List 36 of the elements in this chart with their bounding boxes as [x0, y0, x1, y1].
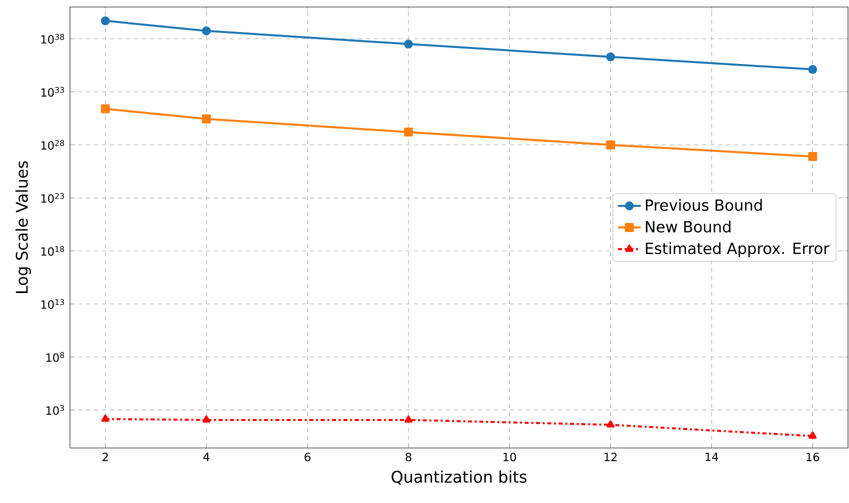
point — [606, 52, 616, 62]
y-tick-label: 10$^{18}$ — [41, 246, 64, 256]
y-tick-label: 10$^{28}$ — [41, 140, 64, 150]
point — [100, 16, 110, 26]
legend-label: Estimated Approx. Error — [646, 242, 830, 258]
x-tick-label: 16 — [806, 452, 820, 462]
y-tick-label: 10$^{33}$ — [41, 86, 64, 97]
point — [606, 140, 616, 150]
y-tick-label: 10$^{13}$ — [41, 299, 64, 309]
point — [404, 415, 412, 423]
x-tick-label: 12 — [604, 452, 617, 462]
x-tick-label: 14 — [706, 452, 718, 461]
legend-label: Previous Bound — [646, 199, 762, 211]
x-tick-label: 4 — [203, 452, 210, 461]
x-tick-label: 6 — [304, 452, 310, 462]
point — [202, 26, 211, 36]
point — [606, 420, 615, 428]
point — [808, 152, 818, 161]
y-tick-label: 10$^{8}$ — [46, 352, 64, 362]
x-tick-label: 8 — [406, 452, 412, 462]
x-tick-label: 10 — [504, 452, 516, 462]
point — [101, 414, 110, 422]
x-axis-title: Quantization bits — [392, 470, 527, 485]
point — [404, 40, 413, 49]
legend-label: New Bound — [646, 220, 730, 233]
point — [808, 64, 818, 74]
y-axis-title: Log Scale Values — [15, 161, 31, 293]
point — [100, 104, 110, 114]
point — [808, 432, 817, 439]
point — [202, 415, 210, 423]
point — [202, 114, 211, 124]
y-tick-label: 10$^{3}$ — [46, 405, 64, 415]
y-tick-label: 10$^{23}$ — [41, 192, 64, 203]
x-tick-label: 2 — [102, 452, 108, 462]
point — [404, 128, 413, 137]
y-tick-label: 10$^{38}$ — [41, 34, 64, 44]
